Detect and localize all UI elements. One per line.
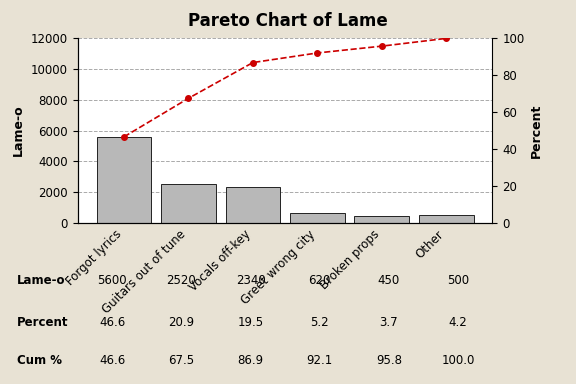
Text: 3.7: 3.7 — [380, 316, 398, 329]
Text: 2340: 2340 — [236, 274, 266, 287]
Text: Cum %: Cum % — [17, 354, 62, 367]
Text: 500: 500 — [447, 274, 469, 287]
Text: Percent: Percent — [17, 316, 69, 329]
Bar — [354, 216, 409, 223]
Bar — [97, 137, 151, 223]
Text: 5600: 5600 — [97, 274, 127, 287]
Text: 95.8: 95.8 — [376, 354, 402, 367]
Text: 67.5: 67.5 — [168, 354, 195, 367]
Text: Pareto Chart of Lame: Pareto Chart of Lame — [188, 12, 388, 30]
Text: 19.5: 19.5 — [237, 316, 264, 329]
Text: 4.2: 4.2 — [449, 316, 467, 329]
Text: 46.6: 46.6 — [99, 316, 126, 329]
Bar — [161, 184, 216, 223]
Text: 620: 620 — [309, 274, 331, 287]
Text: Lame-o: Lame-o — [17, 274, 66, 287]
Text: 92.1: 92.1 — [306, 354, 333, 367]
Y-axis label: Lame-o: Lame-o — [12, 105, 25, 156]
Text: 450: 450 — [378, 274, 400, 287]
Text: 46.6: 46.6 — [99, 354, 126, 367]
Text: 20.9: 20.9 — [168, 316, 195, 329]
Bar — [290, 213, 344, 223]
Text: 86.9: 86.9 — [237, 354, 264, 367]
Bar — [226, 187, 281, 223]
Y-axis label: Percent: Percent — [530, 103, 543, 158]
Bar — [419, 215, 473, 223]
Text: 5.2: 5.2 — [310, 316, 329, 329]
Text: 2520: 2520 — [166, 274, 196, 287]
Text: 100.0: 100.0 — [441, 354, 475, 367]
